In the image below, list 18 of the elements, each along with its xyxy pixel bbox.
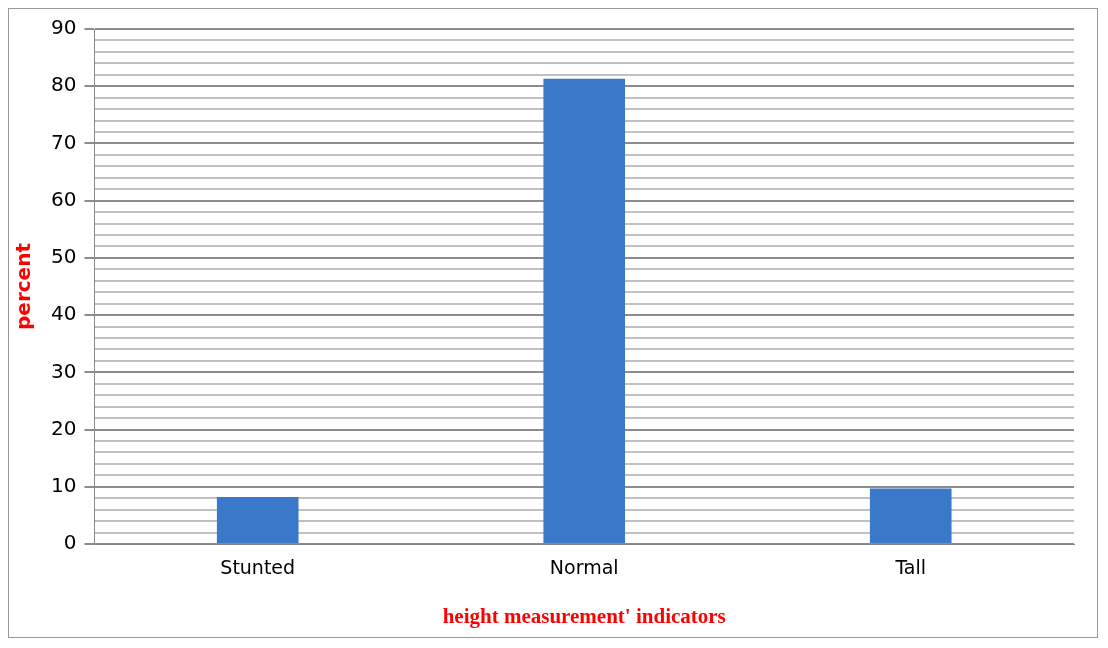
x-tick-label: Stunted — [220, 556, 296, 579]
y-tick-label: 30 — [51, 358, 77, 383]
y-tick-label: 0 — [63, 530, 77, 555]
y-tick-label: 50 — [51, 244, 77, 269]
x-axis-title: height measurement' indicators — [442, 603, 726, 628]
x-tick-label: Normal — [549, 556, 619, 579]
x-tick-label: Tall — [894, 556, 927, 579]
y-tick-label: 80 — [51, 72, 77, 97]
y-tick-label: 10 — [51, 472, 77, 497]
bar — [216, 497, 299, 543]
y-tick-label: 90 — [51, 15, 77, 40]
y-tick-label: 60 — [51, 186, 77, 211]
bar — [543, 78, 626, 543]
y-tick-label: 20 — [51, 415, 77, 440]
bar — [869, 488, 952, 543]
y-tick-label: 70 — [51, 129, 77, 154]
y-axis-title: percent — [11, 242, 36, 330]
y-tick-label: 40 — [51, 301, 77, 326]
